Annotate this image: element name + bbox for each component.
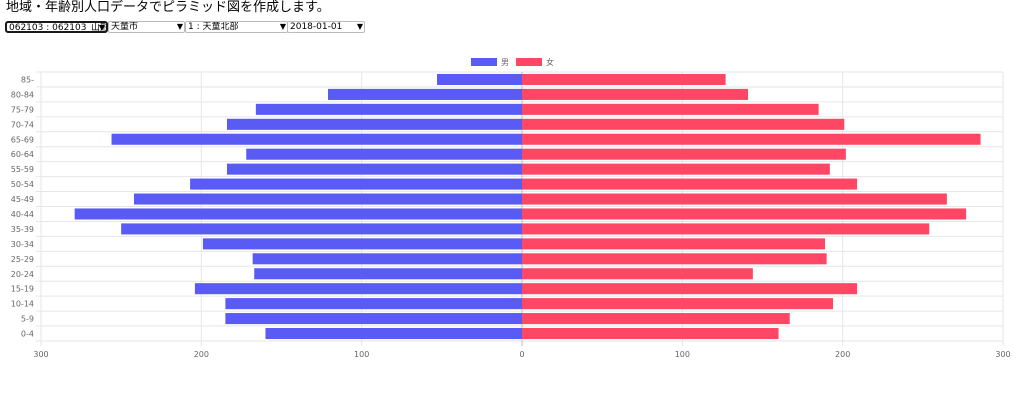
y-tick-label: 40-44 — [11, 210, 34, 219]
bar-female — [522, 118, 845, 130]
bar-female — [522, 313, 790, 325]
bar-female — [522, 133, 981, 145]
region-select[interactable]: 062103 : 062103_山形県 ▼ — [5, 21, 108, 33]
legend-label: 男 — [501, 58, 509, 67]
bar-female — [522, 178, 858, 190]
y-tick-label: 30-34 — [11, 240, 34, 249]
y-tick-label: 85- — [21, 75, 34, 84]
y-tick-label: 10-14 — [11, 300, 34, 309]
date-select[interactable]: 2018-01-01 ▼ — [287, 21, 365, 33]
bar-male — [327, 88, 522, 100]
y-tick-label: 5-9 — [21, 315, 34, 324]
y-tick-label: 25-29 — [11, 255, 34, 264]
bar-female — [522, 193, 947, 205]
bar-male — [202, 238, 523, 250]
date-select-value: 2018-01-01 — [290, 22, 343, 32]
bar-female — [522, 253, 827, 265]
y-tick-label: 45-49 — [11, 195, 34, 204]
bar-male — [225, 313, 522, 325]
y-tick-label: 0-4 — [21, 330, 34, 339]
chevron-down-icon: ▼ — [176, 22, 183, 31]
x-tick-label: 200 — [194, 350, 209, 359]
city-select[interactable]: 天童市 ▼ — [108, 21, 185, 33]
page-title: 地域・年齢別人口データでピラミッド図を作成します。 — [6, 0, 330, 15]
bar-male — [133, 193, 522, 205]
y-tick-label: 80-84 — [11, 90, 34, 99]
y-tick-label: 15-19 — [11, 285, 34, 294]
district-select-value: 1 : 天童北部 — [188, 22, 239, 32]
x-tick-label: 0 — [519, 350, 524, 359]
y-tick-label: 20-24 — [11, 270, 34, 279]
bar-male — [226, 163, 522, 175]
y-tick-label: 70-74 — [11, 120, 34, 129]
x-tick-label: 300 — [995, 350, 1010, 359]
x-tick-label: 100 — [354, 350, 369, 359]
city-select-value: 天童市 — [111, 22, 139, 32]
y-tick-label: 55-59 — [11, 165, 34, 174]
bar-male — [111, 133, 523, 145]
bar-female — [522, 148, 846, 160]
legend-swatch — [471, 58, 497, 66]
bar-male — [190, 178, 523, 190]
bar-male — [194, 283, 523, 295]
y-tick-label: 75-79 — [11, 105, 34, 114]
bar-female — [522, 327, 779, 340]
bar-female — [522, 223, 930, 235]
bar-male — [437, 73, 522, 86]
region-select-value: 062103 : 062103_山形県 — [9, 23, 108, 33]
y-tick-label: 35-39 — [11, 225, 34, 234]
bar-male — [226, 118, 522, 130]
bar-female — [522, 268, 753, 280]
bar-male — [225, 298, 522, 310]
y-tick-label: 50-54 — [11, 180, 34, 189]
y-tick-label: 60-64 — [11, 150, 34, 159]
bar-male — [265, 327, 522, 340]
x-tick-label: 300 — [33, 350, 48, 359]
chevron-down-icon: ▼ — [98, 23, 105, 32]
chevron-down-icon: ▼ — [279, 22, 286, 31]
legend-label: 女 — [546, 57, 554, 67]
bar-female — [522, 103, 819, 115]
x-tick-label: 200 — [835, 350, 850, 359]
y-tick-label: 65-69 — [11, 135, 34, 144]
bar-male — [246, 148, 522, 160]
bar-female — [522, 238, 826, 250]
bar-female — [522, 208, 967, 220]
bar-male — [121, 223, 523, 235]
bar-female — [522, 88, 749, 100]
x-tick-label: 100 — [675, 350, 690, 359]
bar-male — [255, 103, 522, 115]
bar-female — [522, 298, 834, 310]
bar-male — [252, 253, 522, 265]
bar-male — [254, 268, 522, 280]
legend-swatch — [516, 58, 542, 66]
bar-female — [522, 283, 858, 295]
bar-male — [74, 208, 523, 220]
chevron-down-icon: ▼ — [356, 22, 363, 31]
bar-female — [522, 163, 830, 175]
bar-female — [522, 73, 726, 86]
